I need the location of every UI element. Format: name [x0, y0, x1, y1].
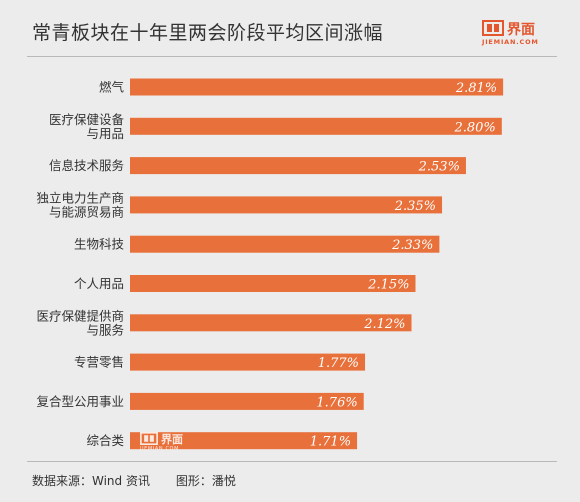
bar: [130, 196, 443, 214]
bar: [130, 78, 504, 96]
bar: [130, 157, 466, 175]
category-label: 信息技术服务: [49, 158, 124, 173]
bar: [130, 314, 412, 332]
logo-text: 界面: [507, 22, 535, 38]
category-label: 专营零售: [74, 355, 124, 370]
category-label: 独立电力生产商: [36, 190, 124, 205]
category-label: 医疗保健设备: [49, 112, 125, 127]
category-label: 复合型公用事业: [36, 394, 124, 409]
category-label: 综合类: [86, 433, 124, 448]
watermark: 界面 JIEMIAN.COM: [140, 432, 210, 454]
data-source: 数据来源：Wind 资讯: [32, 474, 150, 488]
category-label: 燃气: [99, 80, 125, 95]
graphic-credit: 图形：潘悦: [175, 474, 236, 488]
bar: [130, 275, 416, 292]
bar-value-label: 1.77%: [318, 356, 359, 371]
bar: [130, 432, 358, 450]
chart-title: 常青板块在十年里两会阶段平均区间涨幅: [32, 22, 384, 44]
bar-value-label: 2.33%: [391, 238, 433, 253]
watermark-subtext: JIEMIAN.COM: [140, 446, 179, 452]
watermark-logo-icon: [140, 432, 158, 445]
logo-subtext: JIEMIAN.COM: [482, 38, 539, 46]
category-label: 医疗保健提供商: [36, 308, 124, 323]
bar: [130, 117, 502, 135]
bar-value-label: 2.81%: [455, 81, 497, 96]
footer: 数据来源：Wind 资讯 图形：潘悦: [32, 472, 236, 489]
bar: [130, 235, 440, 253]
category-label: 个人用品: [74, 276, 124, 291]
top-divider: [27, 56, 557, 57]
watermark-text: 界面: [161, 433, 183, 446]
bar-value-label: 2.80%: [453, 120, 495, 135]
bar-value-label: 1.71%: [310, 435, 351, 450]
bar-value-label: 2.35%: [394, 199, 436, 214]
category-label: 与用品: [86, 126, 124, 141]
bar: [130, 353, 366, 371]
category-label: 与能源贸易商: [49, 204, 124, 219]
bottom-divider: [27, 461, 557, 462]
category-label: 与服务: [86, 322, 124, 337]
bar-value-label: 1.76%: [316, 395, 357, 410]
bar: [130, 392, 364, 410]
jiemian-logo: 界面 JIEMIAN.COM: [482, 20, 562, 50]
category-label: 生物科技: [74, 237, 125, 252]
bar-value-label: 2.15%: [367, 278, 409, 293]
bar-value-label: 2.53%: [418, 160, 460, 175]
jiemian-logo-icon: [482, 20, 504, 36]
bar-value-label: 2.12%: [363, 317, 405, 332]
